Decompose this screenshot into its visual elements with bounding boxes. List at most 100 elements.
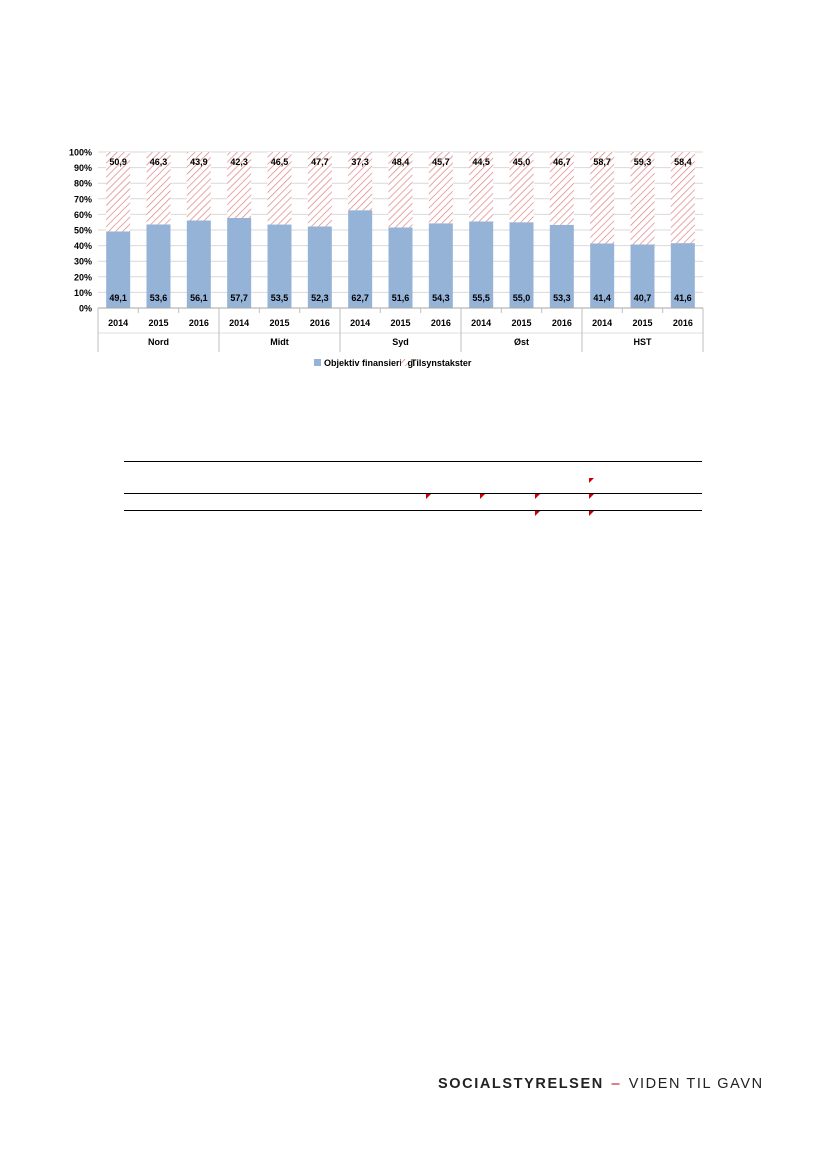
bar-tilsynstakster bbox=[590, 151, 615, 244]
data-label-objektiv: 56,1 bbox=[190, 293, 208, 303]
data-label-objektiv: 57,7 bbox=[230, 293, 248, 303]
comment-marker bbox=[589, 511, 594, 516]
y-tick-label: 50% bbox=[74, 226, 92, 236]
data-label-tilsynstakster: 46,3 bbox=[150, 157, 168, 167]
y-tick-label: 60% bbox=[74, 210, 92, 220]
data-label-tilsynstakster: 48,4 bbox=[392, 157, 410, 167]
data-label-objektiv: 41,6 bbox=[674, 293, 692, 303]
data-label-objektiv: 62,7 bbox=[351, 293, 369, 303]
y-tick-label: 70% bbox=[74, 194, 92, 204]
x-year-label: 2016 bbox=[310, 318, 330, 328]
table-rule-bottom bbox=[124, 510, 702, 511]
bar-objektiv bbox=[590, 243, 615, 308]
x-year-label: 2014 bbox=[471, 318, 491, 328]
x-group-label: Øst bbox=[514, 337, 529, 347]
data-label-objektiv: 52,3 bbox=[311, 293, 329, 303]
bar-tilsynstakster bbox=[509, 152, 534, 223]
bar-objektiv bbox=[388, 227, 413, 308]
footer-separator: – bbox=[611, 1076, 622, 1092]
legend-label-objektiv: Objektiv finansiering bbox=[324, 358, 413, 368]
bar-objektiv bbox=[469, 221, 494, 308]
bar-tilsynstakster bbox=[307, 152, 332, 227]
footer-brand: SOCIALSTYRELSEN bbox=[438, 1076, 604, 1092]
bar-objektiv bbox=[146, 224, 171, 308]
data-label-tilsynstakster: 37,3 bbox=[351, 157, 369, 167]
bar-tilsynstakster bbox=[186, 152, 211, 221]
x-year-label: 2016 bbox=[431, 318, 451, 328]
bar-objektiv bbox=[307, 226, 332, 308]
comment-marker bbox=[589, 478, 594, 483]
comment-marker bbox=[589, 494, 594, 499]
table-rule-middle bbox=[124, 493, 702, 494]
bar-tilsynstakster bbox=[428, 152, 453, 224]
y-tick-label: 100% bbox=[69, 148, 92, 158]
bar-tilsynstakster bbox=[106, 152, 131, 232]
bar-objektiv bbox=[267, 224, 292, 308]
x-year-label: 2014 bbox=[350, 318, 370, 328]
data-label-tilsynstakster: 45,0 bbox=[513, 157, 531, 167]
data-label-tilsynstakster: 44,5 bbox=[472, 157, 490, 167]
bar-objektiv bbox=[428, 223, 453, 308]
x-year-label: 2014 bbox=[229, 318, 249, 328]
bar-objektiv bbox=[670, 243, 695, 308]
data-label-objektiv: 49,1 bbox=[109, 293, 127, 303]
x-group-label: Midt bbox=[270, 337, 289, 347]
data-label-objektiv: 55,5 bbox=[472, 293, 490, 303]
data-label-tilsynstakster: 58,7 bbox=[593, 157, 611, 167]
bar-objektiv bbox=[227, 217, 252, 308]
x-year-label: 2014 bbox=[592, 318, 612, 328]
data-label-tilsynstakster: 42,3 bbox=[230, 157, 248, 167]
data-label-tilsynstakster: 46,7 bbox=[553, 157, 571, 167]
comment-marker bbox=[426, 494, 431, 499]
bar-tilsynstakster bbox=[146, 152, 171, 225]
bar-tilsynstakster bbox=[267, 152, 292, 225]
bar-objektiv bbox=[509, 222, 534, 308]
bar-tilsynstakster bbox=[469, 152, 494, 222]
comment-marker bbox=[535, 511, 540, 516]
legend-label-tilsynstakster: Tilsynstakster bbox=[411, 358, 472, 368]
comment-marker bbox=[480, 494, 485, 499]
bar-tilsynstakster bbox=[388, 152, 413, 228]
data-label-tilsynstakster: 45,7 bbox=[432, 157, 450, 167]
bar-objektiv bbox=[549, 224, 574, 308]
y-tick-label: 90% bbox=[74, 163, 92, 173]
y-tick-label: 80% bbox=[74, 179, 92, 189]
bar-objektiv bbox=[348, 210, 373, 308]
bar-tilsynstakster bbox=[670, 152, 695, 244]
data-label-tilsynstakster: 59,3 bbox=[634, 157, 652, 167]
data-label-tilsynstakster: 43,9 bbox=[190, 157, 208, 167]
stacked-bar-chart: 49,1 50,9 53,6 46,3 56,1 43,9 57,7 42,3 53,5 46,5… bbox=[69, 148, 704, 368]
x-year-label: 2015 bbox=[269, 318, 289, 328]
x-year-label: 2016 bbox=[189, 318, 209, 328]
data-label-objektiv: 55,0 bbox=[513, 293, 531, 303]
bar-tilsynstakster bbox=[227, 152, 252, 218]
y-tick-label: 30% bbox=[74, 257, 92, 267]
x-year-label: 2015 bbox=[148, 318, 168, 328]
x-year-label: 2014 bbox=[108, 318, 128, 328]
x-group-label: HST bbox=[634, 337, 653, 347]
y-tick-label: 20% bbox=[74, 272, 92, 282]
data-label-tilsynstakster: 46,5 bbox=[271, 157, 289, 167]
legend-swatch-tilsynstakster bbox=[401, 359, 408, 366]
footer-tagline: VIDEN TIL GAVN bbox=[628, 1076, 764, 1092]
comment-marker bbox=[535, 494, 540, 499]
data-label-objektiv: 53,6 bbox=[150, 293, 168, 303]
data-label-tilsynstakster: 50,9 bbox=[109, 157, 127, 167]
x-year-label: 2015 bbox=[511, 318, 531, 328]
y-tick-label: 0% bbox=[79, 304, 92, 314]
footer-brandline: SOCIALSTYRELSEN – VIDEN TIL GAVN bbox=[438, 1076, 764, 1092]
x-year-label: 2015 bbox=[632, 318, 652, 328]
x-year-label: 2016 bbox=[673, 318, 693, 328]
table-rule-top bbox=[124, 461, 702, 462]
data-label-objektiv: 40,7 bbox=[634, 293, 652, 303]
x-year-label: 2015 bbox=[390, 318, 410, 328]
data-label-objektiv: 53,3 bbox=[553, 293, 571, 303]
y-tick-label: 40% bbox=[74, 241, 92, 251]
bar-tilsynstakster bbox=[630, 152, 655, 245]
data-label-objektiv: 54,3 bbox=[432, 293, 450, 303]
data-label-objektiv: 53,5 bbox=[271, 293, 289, 303]
x-group-label: Syd bbox=[392, 337, 409, 347]
data-label-tilsynstakster: 47,7 bbox=[311, 157, 329, 167]
bar-tilsynstakster bbox=[348, 152, 373, 211]
data-label-tilsynstakster: 58,4 bbox=[674, 157, 692, 167]
